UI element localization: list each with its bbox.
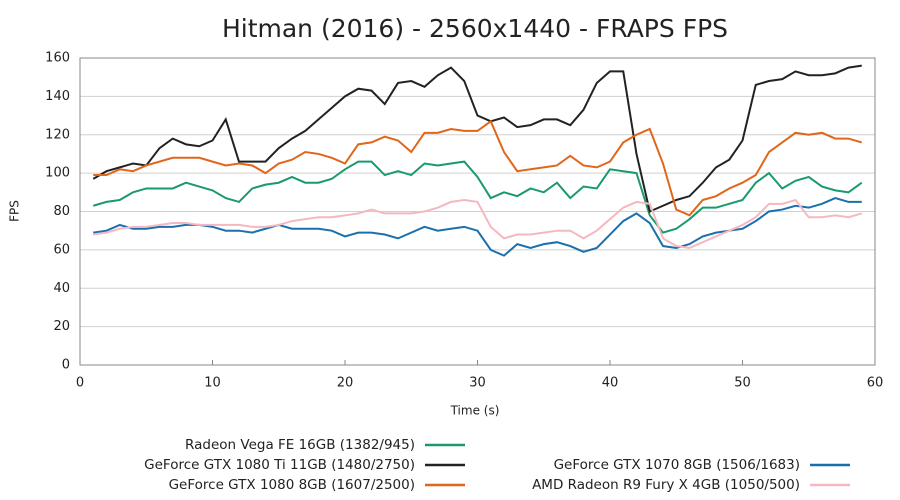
series-line — [93, 197, 862, 257]
x-axis-label: Time (s) — [450, 404, 500, 418]
x-tick-label: 60 — [867, 376, 884, 391]
x-tick-label: 10 — [204, 376, 221, 391]
series-line — [93, 198, 863, 249]
x-tick-label: 50 — [734, 376, 751, 391]
x-tick-label: 20 — [337, 376, 354, 391]
series-line — [93, 119, 863, 217]
x-tick-label: 0 — [76, 376, 84, 391]
y-tick-label: 60 — [53, 242, 70, 257]
y-tick-label: 20 — [53, 319, 70, 334]
plot-frame — [79, 57, 876, 366]
x-tick-label: 30 — [469, 376, 486, 391]
y-tick-label: 100 — [45, 166, 70, 181]
y-tick-label: 40 — [53, 281, 70, 296]
legend-label: GeForce GTX 1080 Ti 11GB (1480/2750) — [144, 457, 415, 473]
chart-title: Hitman (2016) - 2560x1440 - FRAPS FPS — [222, 14, 728, 43]
series-line — [92, 160, 863, 234]
y-tick-label: 120 — [45, 127, 70, 142]
legend-label: GeForce GTX 1080 8GB (1607/2500) — [169, 477, 415, 493]
y-tick-label: 80 — [53, 204, 70, 219]
series-line — [92, 64, 862, 213]
y-tick-label: 160 — [45, 51, 70, 66]
x-tick-label: 40 — [602, 376, 619, 391]
y-axis-label: FPS — [8, 200, 22, 222]
y-tick-label: 140 — [45, 89, 70, 104]
legend-label: Radeon Vega FE 16GB (1382/945) — [185, 437, 415, 453]
y-tick-label: 0 — [62, 358, 70, 373]
legend-label: GeForce GTX 1070 8GB (1506/1683) — [554, 457, 800, 473]
legend-label: AMD Radeon R9 Fury X 4GB (1050/500) — [532, 477, 800, 493]
